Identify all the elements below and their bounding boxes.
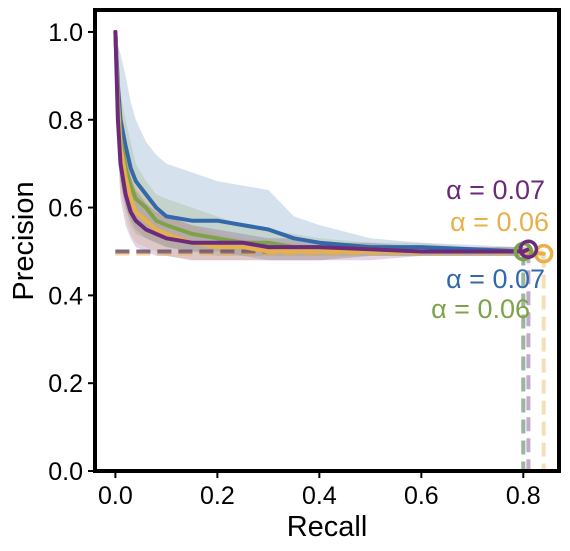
endpoint-markers <box>513 239 554 264</box>
x-tick-label: 0.4 <box>302 482 337 510</box>
x-tick-label: 0.8 <box>506 482 541 510</box>
x-axis-label: Recall <box>287 511 368 543</box>
y-axis-label: Precision <box>8 181 40 300</box>
y-axis-ticks: 0.0 0.2 0.4 0.6 0.8 1.0 <box>48 19 95 486</box>
series-line <box>113 30 531 254</box>
x-tick-label: 0.6 <box>404 482 439 510</box>
endpoint-marker <box>518 239 539 260</box>
confidence-band <box>115 32 544 261</box>
y-tick-label: 0.0 <box>48 458 83 486</box>
y-tick-label: 1.0 <box>48 19 83 47</box>
series-line <box>113 30 526 254</box>
series-annotation: α = 0.06 <box>431 294 530 324</box>
series-lines <box>113 30 546 256</box>
series-annotation: α = 0.07 <box>446 264 545 294</box>
confidence-band <box>115 32 524 261</box>
y-tick-label: 0.8 <box>48 107 83 135</box>
y-tick-label: 0.2 <box>48 370 83 398</box>
recall-marker-lines <box>521 249 546 471</box>
x-axis-ticks: 0.0 0.2 0.4 0.6 0.8 <box>98 471 541 510</box>
x-tick-label: 0.0 <box>98 482 133 510</box>
y-tick-label: 0.6 <box>48 195 83 223</box>
x-tick-label: 0.2 <box>200 482 235 510</box>
confidence-band <box>115 32 529 261</box>
series-annotation: α = 0.06 <box>450 207 549 237</box>
series-annotation: α = 0.07 <box>446 175 545 205</box>
series-annotations: α = 0.07α = 0.06α = 0.06α = 0.07 <box>431 175 549 324</box>
y-tick-label: 0.4 <box>48 282 83 310</box>
plot-frame <box>93 8 561 473</box>
